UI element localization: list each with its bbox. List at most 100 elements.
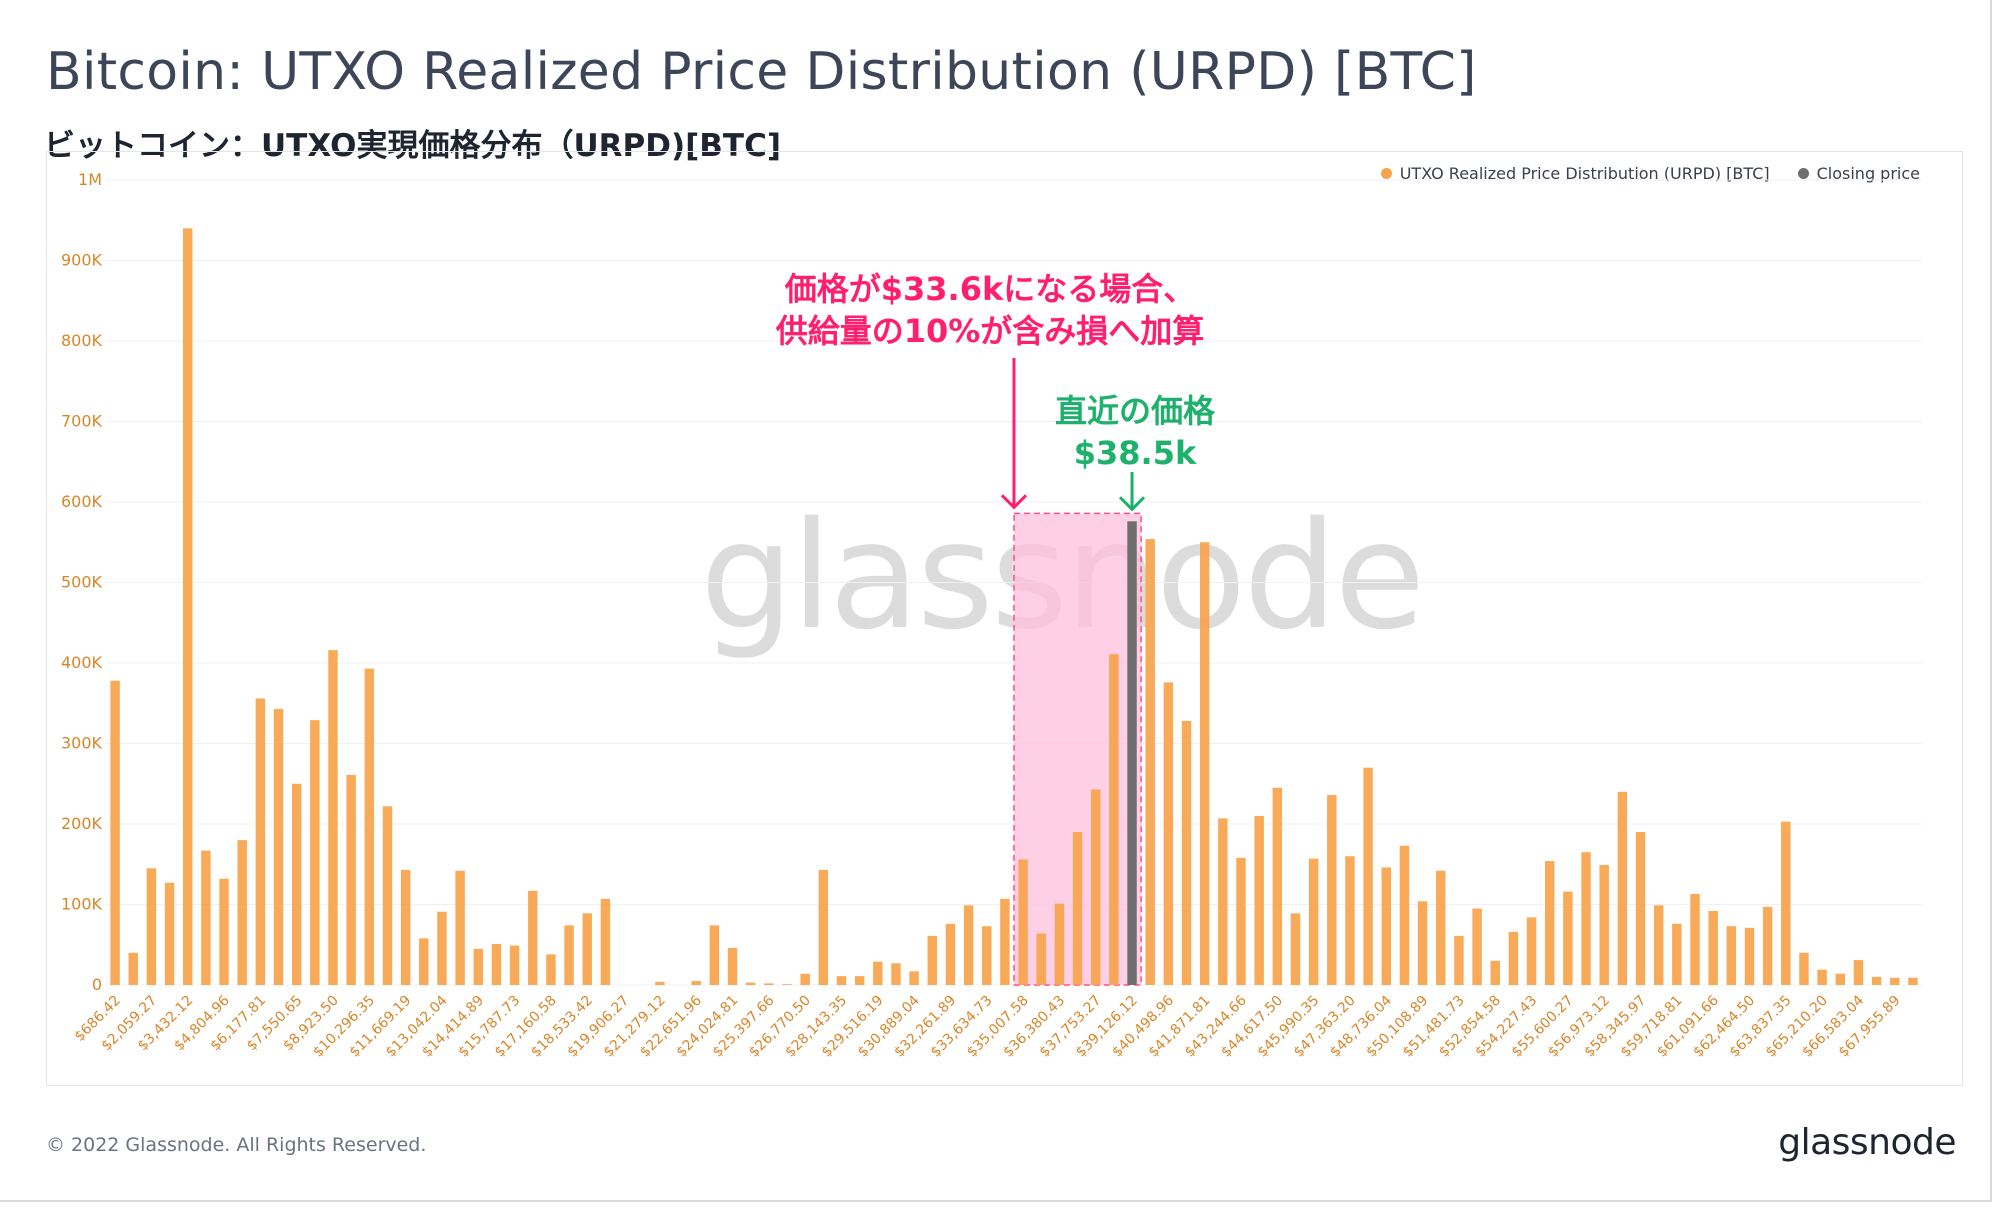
bar[interactable] (691, 980, 701, 985)
bar[interactable] (1544, 861, 1555, 985)
bar[interactable] (182, 228, 193, 986)
bar[interactable] (1290, 913, 1301, 985)
bar[interactable] (419, 938, 429, 985)
bar[interactable] (564, 925, 574, 985)
bar[interactable] (745, 982, 756, 985)
bar[interactable] (1817, 969, 1827, 985)
bar[interactable] (1308, 858, 1319, 985)
bar[interactable] (1799, 952, 1809, 985)
bar[interactable] (1672, 923, 1682, 985)
bar[interactable] (818, 869, 829, 985)
bar[interactable] (1581, 852, 1591, 985)
bar[interactable] (1526, 917, 1537, 985)
bar[interactable] (782, 984, 792, 985)
bar[interactable] (655, 981, 665, 985)
bar[interactable] (1708, 910, 1718, 985)
bar[interactable] (291, 783, 302, 985)
bar[interactable] (473, 948, 484, 985)
bar[interactable] (800, 973, 810, 985)
bar[interactable] (1617, 791, 1628, 985)
bar[interactable] (727, 947, 738, 985)
bar[interactable] (1563, 891, 1573, 985)
bar[interactable] (891, 963, 901, 985)
bar[interactable] (1726, 926, 1737, 985)
legend-item-closing[interactable]: Closing price (1797, 164, 1920, 183)
bar[interactable] (164, 882, 175, 985)
bar[interactable] (400, 869, 411, 985)
bar[interactable] (1454, 935, 1464, 985)
bar[interactable] (1399, 845, 1410, 985)
bar[interactable] (982, 926, 992, 985)
bar[interactable] (1036, 933, 1046, 985)
bar[interactable] (1853, 960, 1864, 985)
bar[interactable] (1218, 818, 1228, 985)
bar[interactable] (1072, 832, 1083, 985)
bar[interactable] (1363, 767, 1373, 985)
bar[interactable] (346, 774, 356, 985)
bar[interactable] (1018, 859, 1028, 985)
bar[interactable] (237, 840, 247, 985)
bar[interactable] (1653, 905, 1664, 985)
bar[interactable] (364, 668, 375, 985)
bar[interactable] (600, 898, 611, 985)
bar[interactable] (927, 935, 938, 985)
bar[interactable] (1436, 870, 1446, 985)
bar[interactable] (764, 983, 774, 985)
brand-logo[interactable]: glassnode (1778, 1122, 1956, 1163)
bar[interactable] (1254, 815, 1264, 985)
bar[interactable] (1871, 976, 1882, 985)
bar[interactable] (1781, 821, 1791, 985)
closing-price-bar[interactable] (1127, 521, 1137, 985)
bar[interactable] (491, 943, 502, 985)
bar[interactable] (1835, 973, 1846, 985)
bar[interactable] (546, 954, 556, 985)
bar[interactable] (1472, 908, 1482, 985)
bar[interactable] (437, 911, 447, 985)
bar[interactable] (1090, 789, 1101, 985)
bar[interactable] (1508, 931, 1519, 985)
bar[interactable] (128, 952, 138, 985)
bar[interactable] (945, 923, 956, 985)
bar[interactable] (1890, 977, 1900, 985)
bar[interactable] (310, 720, 320, 985)
bar[interactable] (1690, 894, 1700, 985)
bar[interactable] (1635, 832, 1646, 985)
bar[interactable] (1163, 682, 1174, 985)
bar[interactable] (455, 870, 465, 985)
bar[interactable] (201, 850, 211, 985)
bar[interactable] (709, 925, 720, 985)
bar[interactable] (110, 680, 120, 985)
bar[interactable] (1381, 867, 1392, 985)
bar[interactable] (1145, 539, 1155, 985)
bar[interactable] (1490, 960, 1500, 985)
bar[interactable] (509, 945, 520, 985)
bar[interactable] (1744, 927, 1755, 985)
bar[interactable] (1181, 720, 1192, 985)
bar[interactable] (582, 913, 592, 985)
bar[interactable] (146, 868, 157, 985)
bar[interactable] (909, 971, 919, 985)
legend-item-urpd[interactable]: UTXO Realized Price Distribution (URPD) … (1380, 164, 1770, 183)
bar[interactable] (1199, 542, 1210, 985)
bar[interactable] (836, 976, 847, 985)
bar[interactable] (873, 961, 883, 985)
bar[interactable] (273, 708, 284, 985)
bar[interactable] (1908, 977, 1918, 985)
bar[interactable] (1762, 906, 1773, 985)
bar[interactable] (1054, 903, 1065, 985)
bar[interactable] (1272, 787, 1283, 985)
bar[interactable] (328, 650, 338, 985)
bar[interactable] (382, 806, 393, 985)
bar[interactable] (1417, 901, 1428, 985)
bar[interactable] (1327, 795, 1337, 985)
bar[interactable] (528, 890, 538, 985)
bar[interactable] (219, 878, 229, 985)
bar[interactable] (1345, 856, 1355, 985)
bar[interactable] (854, 976, 865, 985)
bar[interactable] (1599, 865, 1609, 985)
bar[interactable] (1236, 857, 1246, 985)
bar[interactable] (963, 905, 974, 985)
bar[interactable] (1000, 898, 1010, 985)
bar[interactable] (255, 698, 266, 985)
bar[interactable] (1109, 654, 1119, 985)
